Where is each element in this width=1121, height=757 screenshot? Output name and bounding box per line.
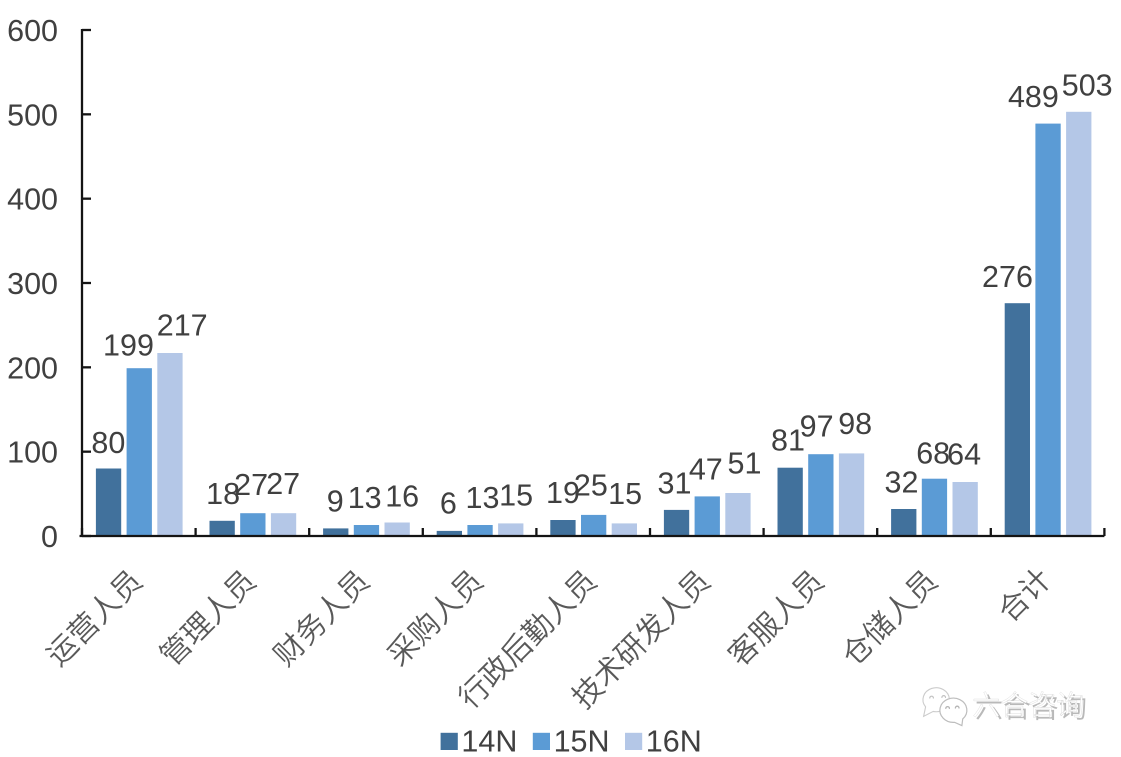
svg-text:80: 80 <box>91 426 125 460</box>
svg-text:25: 25 <box>574 468 608 502</box>
svg-text:500: 500 <box>7 98 58 132</box>
svg-text:217: 217 <box>157 309 208 343</box>
svg-text:15N: 15N <box>554 724 610 757</box>
svg-text:100: 100 <box>7 436 58 470</box>
svg-text:64: 64 <box>947 437 981 471</box>
svg-text:14N: 14N <box>461 724 517 757</box>
svg-text:27: 27 <box>266 467 300 501</box>
svg-text:16N: 16N <box>646 724 702 757</box>
svg-text:13: 13 <box>466 481 500 515</box>
svg-text:9: 9 <box>327 485 344 519</box>
svg-text:97: 97 <box>800 409 834 443</box>
svg-text:6: 6 <box>440 486 457 520</box>
svg-text:47: 47 <box>689 453 723 487</box>
svg-text:98: 98 <box>838 407 872 441</box>
svg-text:18: 18 <box>206 477 240 511</box>
svg-text:300: 300 <box>7 267 58 301</box>
svg-text:32: 32 <box>885 466 919 500</box>
svg-text:15: 15 <box>499 479 533 513</box>
svg-text:19: 19 <box>546 476 580 510</box>
svg-text:0: 0 <box>41 520 58 554</box>
svg-text:31: 31 <box>658 467 692 501</box>
svg-text:400: 400 <box>7 183 58 217</box>
svg-text:15: 15 <box>608 477 642 511</box>
svg-text:489: 489 <box>1008 80 1059 114</box>
svg-text:600: 600 <box>7 14 58 48</box>
svg-text:27: 27 <box>234 468 268 502</box>
svg-text:199: 199 <box>103 329 154 363</box>
svg-text:16: 16 <box>385 479 419 513</box>
svg-text:13: 13 <box>348 481 382 515</box>
svg-text:503: 503 <box>1062 69 1113 103</box>
svg-text:68: 68 <box>916 436 950 470</box>
svg-text:81: 81 <box>771 424 805 458</box>
svg-text:276: 276 <box>982 260 1033 294</box>
svg-text:51: 51 <box>728 447 762 481</box>
svg-text:200: 200 <box>7 351 58 385</box>
